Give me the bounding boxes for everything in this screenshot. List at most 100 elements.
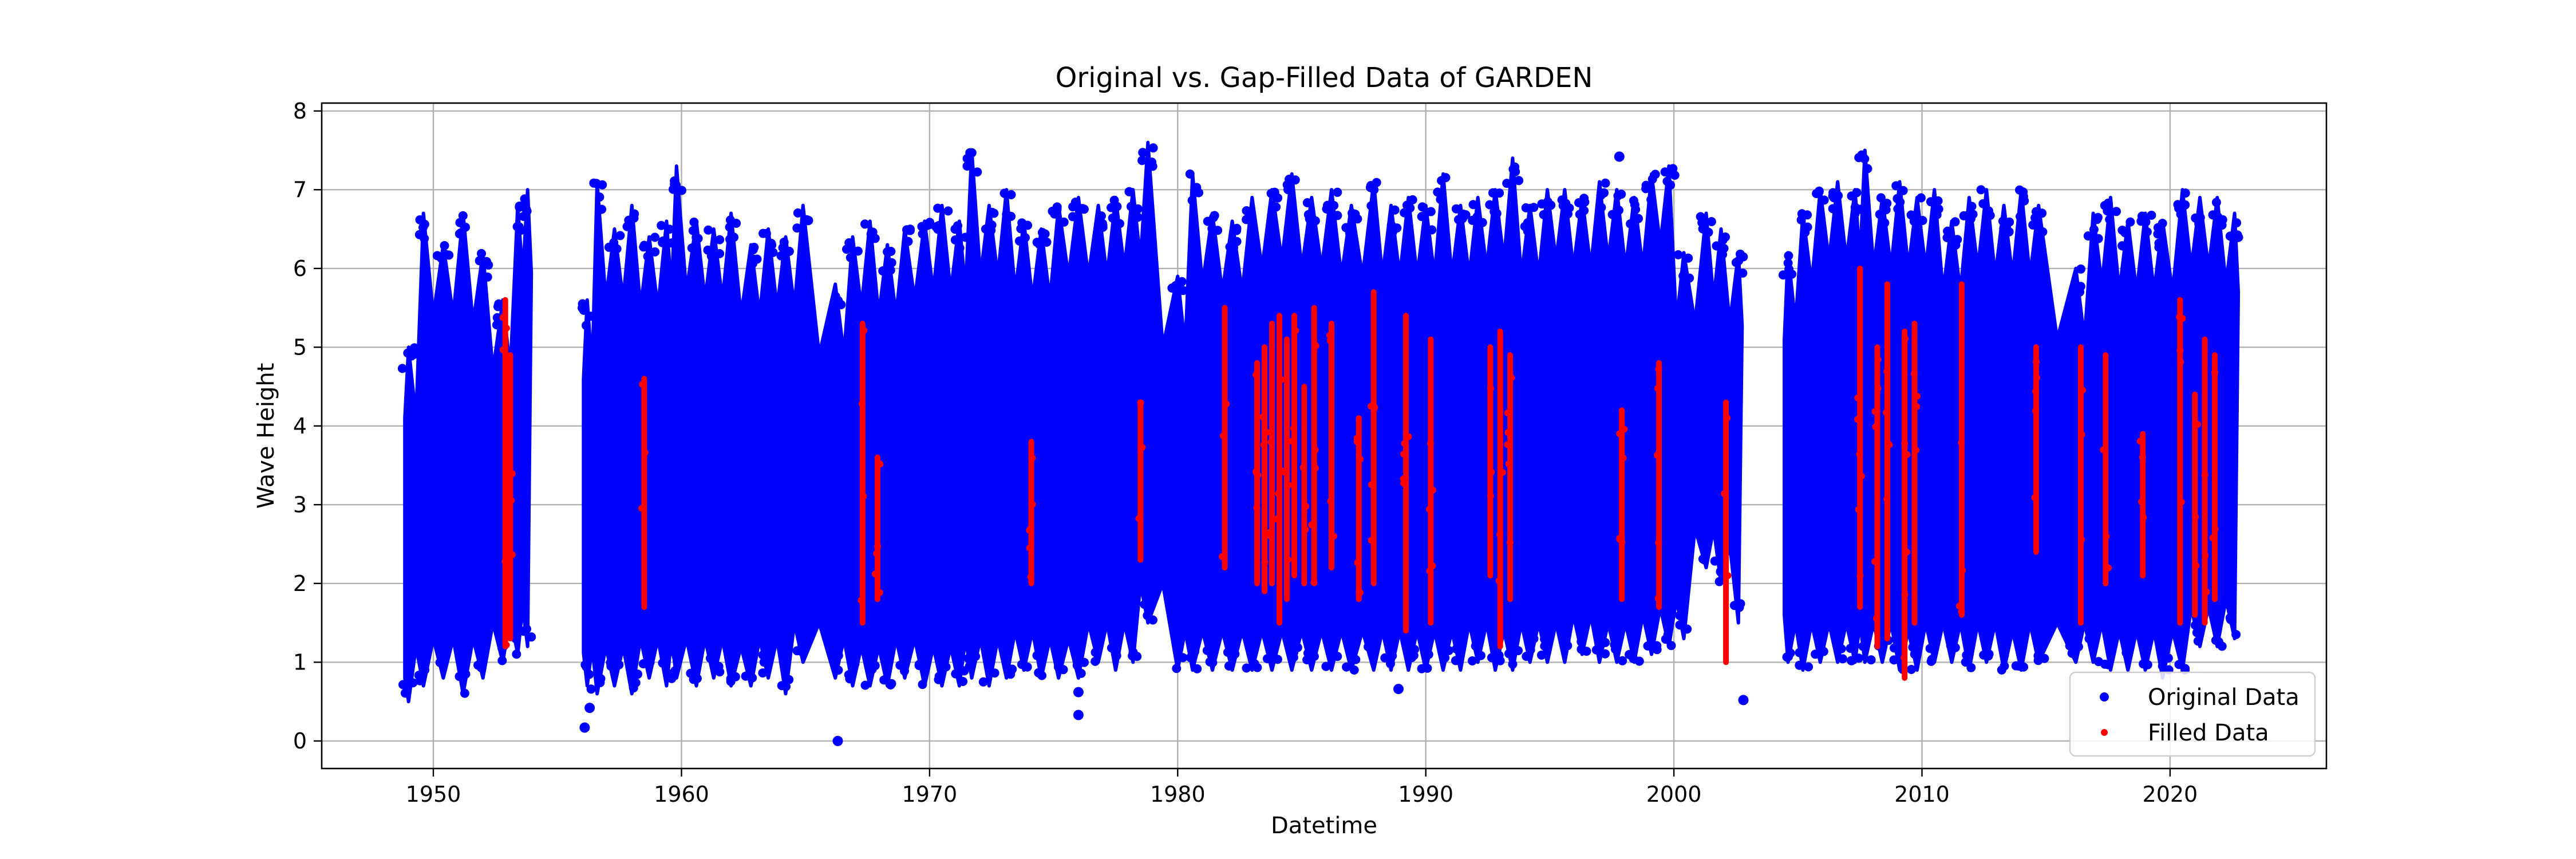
original-data-point <box>2112 207 2121 216</box>
original-data-point <box>2190 620 2200 630</box>
x-tick-label: 1980 <box>1150 782 1206 807</box>
filled-data-point <box>508 497 515 504</box>
original-data-point <box>1646 195 1656 204</box>
original-data-point <box>1675 620 1685 630</box>
original-data-point <box>1898 186 1908 195</box>
original-data-point <box>951 669 961 679</box>
original-data-point <box>1020 645 1030 655</box>
filled-data-point <box>1292 327 1299 334</box>
filled-data-point <box>1488 468 1495 476</box>
filled-data-point <box>1426 568 1433 575</box>
original-data-point <box>1023 220 1033 230</box>
original-data-point <box>2038 227 2048 237</box>
original-data-point <box>989 208 999 218</box>
original-data-point <box>415 215 425 224</box>
original-data-point <box>2089 638 2099 647</box>
filled-data-point <box>1368 481 1375 488</box>
original-data-point <box>2232 218 2242 228</box>
original-data-point <box>1876 193 1886 203</box>
filled-data-point <box>1267 439 1275 446</box>
filled-data-point <box>1357 589 1364 596</box>
original-data-point <box>741 671 750 681</box>
original-data-point <box>670 666 680 676</box>
original-data-point <box>1108 213 1117 223</box>
original-data-point <box>2217 641 2227 651</box>
original-data-point <box>933 203 943 213</box>
original-data-point <box>629 683 638 693</box>
original-data-point <box>2092 215 2102 224</box>
original-data-point <box>2076 264 2085 274</box>
original-data-point <box>1032 651 1042 660</box>
original-data-point <box>777 681 787 691</box>
original-data-point <box>768 247 778 257</box>
original-data-point <box>1333 187 1342 197</box>
original-data-point <box>1784 251 1793 261</box>
filled-data-point <box>1259 413 1267 421</box>
original-data-point <box>1492 208 1502 218</box>
original-data-point <box>1068 212 1077 222</box>
original-data-point <box>981 224 990 234</box>
original-data-point <box>1526 645 1535 655</box>
original-data-point <box>2225 613 2235 622</box>
original-data-point <box>1514 646 1523 656</box>
original-data-point <box>1427 225 1437 235</box>
original-data-point <box>1167 283 1177 293</box>
filled-data-point <box>1855 506 1862 513</box>
original-data-point <box>400 688 410 698</box>
original-data-point <box>1906 665 1916 674</box>
original-data-point <box>887 679 896 688</box>
original-data-point <box>2121 648 2131 657</box>
original-data-point <box>904 226 914 235</box>
original-data-point <box>1966 663 1976 672</box>
original-data-point <box>922 221 931 231</box>
original-data-point <box>1795 648 1804 657</box>
original-data-point <box>2180 664 2190 673</box>
original-data-point <box>1091 656 1100 666</box>
original-data-point <box>1213 226 1223 235</box>
filled-data-point <box>1616 535 1623 543</box>
original-data-point <box>612 244 622 254</box>
original-data-point <box>1133 204 1143 214</box>
original-data-point <box>689 217 699 227</box>
original-data-point <box>1835 643 1844 653</box>
filled-data-point <box>499 346 507 353</box>
filled-data-point <box>876 589 883 596</box>
original-data-point <box>1890 643 1899 653</box>
original-data-point <box>1178 653 1188 663</box>
original-data-point <box>1998 216 2008 226</box>
original-data-point <box>1925 644 1935 653</box>
original-data-point <box>1232 223 1242 233</box>
original-data-point <box>1225 242 1235 252</box>
filled-data-point <box>1405 433 1412 440</box>
legend-original-label: Original Data <box>2148 684 2300 711</box>
original-data-point <box>1597 203 1606 212</box>
filled-data-point <box>1654 452 1661 459</box>
original-data-point <box>725 222 734 232</box>
original-data-point <box>1124 187 1134 196</box>
filled-data-point <box>1914 392 1921 400</box>
x-tick-label: 1990 <box>1398 782 1453 807</box>
original-data-point <box>1949 643 1958 653</box>
original-data-point <box>1190 647 1199 656</box>
original-data-point <box>767 239 776 248</box>
original-data-point <box>2208 210 2218 220</box>
original-data-point <box>1210 211 1219 220</box>
filled-data-point <box>1958 608 1965 616</box>
y-tick-label: 7 <box>293 177 307 202</box>
original-data-point <box>784 675 794 684</box>
original-data-point <box>497 656 507 665</box>
filled-data-point <box>1326 337 1334 344</box>
original-data-point <box>597 204 607 214</box>
original-data-point <box>1333 211 1342 220</box>
filled-data-point <box>1357 456 1364 463</box>
original-data-point <box>1437 176 1447 186</box>
filled-data-point <box>1883 495 1891 503</box>
filled-data-point <box>1353 438 1361 446</box>
filled-data-point <box>1299 464 1307 471</box>
filled-data-point <box>1854 416 1862 423</box>
original-data-point <box>1910 649 1919 659</box>
legend-original-marker <box>2100 692 2109 702</box>
original-data-point <box>1976 185 1986 195</box>
original-data-point <box>1341 223 1351 233</box>
original-data-point <box>1262 654 1272 664</box>
